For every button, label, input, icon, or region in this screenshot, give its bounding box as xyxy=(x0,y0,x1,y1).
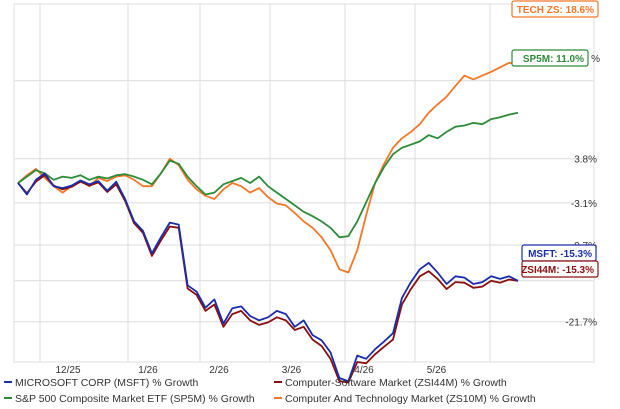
y-tick-label: -21.7% xyxy=(565,318,597,329)
series-line xyxy=(17,111,519,239)
x-tick-label: 2/26 xyxy=(209,365,229,376)
series-end-tag: MSFT: -15.3% xyxy=(521,244,597,262)
legend-item-label: S&P 500 Composite Market ETF (SP5M) % Gr… xyxy=(15,393,255,405)
end-tag-label: TECH ZS: 18.6% xyxy=(517,5,594,16)
x-tick-label: 3/26 xyxy=(282,365,302,376)
series-end-tag: ZSI44M: -15.3% xyxy=(521,260,599,278)
end-tag-label: ZSI44M: -15.3% xyxy=(521,265,594,276)
y-tick-label-partial: % xyxy=(591,54,600,65)
end-tag-label: MSFT: -15.3% xyxy=(528,249,592,260)
end-tag-box xyxy=(521,260,599,278)
series-end-tag: TECH ZS: 18.6% xyxy=(511,0,599,18)
y-tick-label: 3.8% xyxy=(574,155,597,166)
x-tick-label: 4/26 xyxy=(354,365,374,376)
end-tag-box xyxy=(511,49,589,67)
series-line xyxy=(17,172,519,383)
plot-area xyxy=(13,3,595,363)
legend-item-label: MICROSOFT CORP (MSFT) % Growth xyxy=(15,377,199,389)
x-tick-label: 12/25 xyxy=(55,365,80,376)
series-end-tag: SP5M: 11.0% xyxy=(511,49,589,67)
end-tag-box xyxy=(511,0,599,18)
x-tick-label: 1/26 xyxy=(138,365,158,376)
legend-item-label: Computer-Software Market (ZSI44M) % Grow… xyxy=(285,377,507,389)
x-tick-label: 5/26 xyxy=(427,365,447,376)
y-tick-label: -3.1% xyxy=(571,199,597,210)
legend-item-label: Computer And Technology Market (ZS10M) %… xyxy=(285,393,536,405)
series-line xyxy=(17,61,519,274)
end-tag-label: SP5M: 11.0% xyxy=(523,54,584,65)
